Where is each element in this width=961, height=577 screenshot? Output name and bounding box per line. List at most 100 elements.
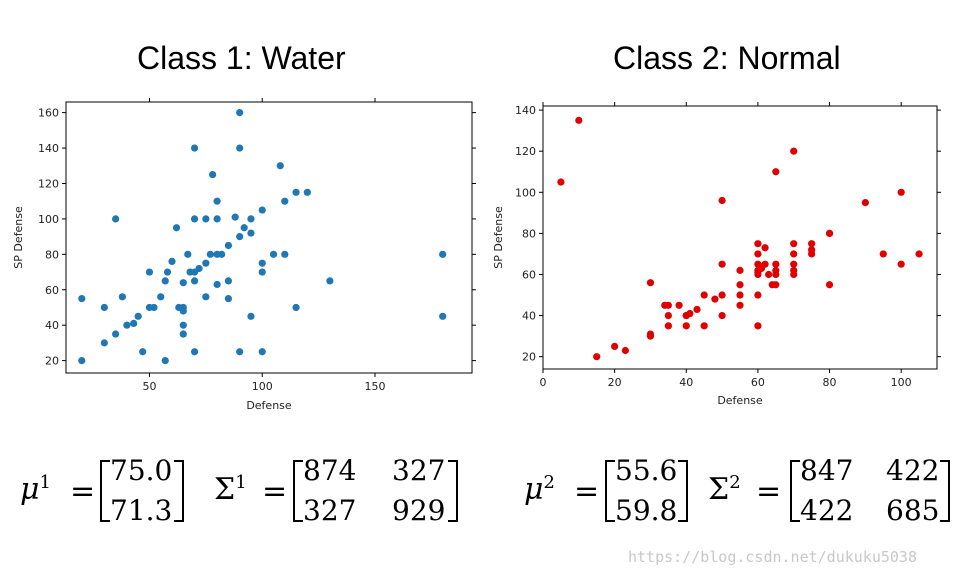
scatter-point (130, 319, 138, 328)
scatter-point (168, 257, 176, 266)
scatter-point (145, 268, 154, 276)
scatter-point (78, 295, 86, 303)
scatter-point (790, 250, 798, 258)
scatter-point (161, 277, 169, 285)
scatter-point (179, 279, 187, 287)
scatter-point (190, 144, 199, 152)
scatter-point (112, 330, 120, 338)
scatter-point (190, 348, 199, 356)
scatter-point (675, 301, 683, 309)
scatter-point (179, 321, 187, 329)
bracket-right (448, 460, 458, 522)
mu-symbol-2: μ2 (524, 472, 555, 507)
sigma-value: 327 (303, 494, 357, 527)
scatter-point (269, 250, 278, 258)
scatter-point (790, 270, 798, 279)
scatter-point (303, 188, 311, 196)
plot-frame (65, 101, 473, 374)
scatter-point (281, 250, 289, 258)
scatter-point (754, 250, 762, 258)
scatter-point (240, 224, 248, 232)
scatter-point (112, 215, 120, 223)
scatter-point (206, 250, 214, 258)
scatter-point (236, 348, 244, 356)
scatter-point (276, 162, 284, 170)
scatter-point (772, 266, 780, 274)
scatter-point (172, 224, 181, 232)
x-tick-label: 50 (142, 380, 156, 393)
scatter-point (247, 215, 255, 223)
scatter-point (161, 357, 169, 365)
mu-symbol-1: μ1 (20, 472, 51, 507)
x-tick-label: 100 (252, 380, 273, 393)
scatter-point (915, 250, 923, 258)
scatter-point (224, 295, 232, 303)
scatter-point (157, 293, 165, 301)
y-tick-label: 120 (515, 145, 536, 158)
scatter-point (134, 312, 142, 320)
sigma-value: 874 (303, 454, 357, 487)
scatter-point (179, 330, 187, 338)
scatter-point (693, 305, 701, 314)
sigma-value: 685 (886, 494, 940, 527)
scatter-point (258, 348, 266, 356)
scatter-point (593, 353, 601, 361)
mu-value: 55.6 (615, 454, 678, 487)
scatter-point (236, 233, 244, 241)
y-tick-label: 80 (522, 227, 536, 240)
equals-sign: = (756, 474, 782, 509)
scatter-point (736, 301, 744, 309)
scatter-point (150, 303, 158, 312)
sigma-symbol-2: Σ2 (708, 472, 741, 507)
bracket-right (174, 460, 184, 522)
scatter-point (718, 311, 726, 320)
scatter-point (292, 188, 300, 196)
scatter-point (100, 339, 108, 347)
x-tick-label: 100 (891, 376, 912, 389)
scatter-point (184, 250, 192, 258)
scatter-point (825, 281, 834, 289)
scatter-point (761, 244, 769, 252)
scatter-point (163, 268, 172, 276)
chart-panel-0: 50 100 150 20 40 60 80 100 120 140 160 Defense SP De… (12, 98, 476, 412)
scatter-point (686, 309, 694, 318)
scatter-point (808, 240, 816, 248)
scatter-point (736, 291, 744, 299)
x-tick-label: 0 (540, 376, 547, 389)
scatter-point (118, 293, 126, 301)
sigma-value: 422 (886, 454, 940, 487)
scatter-point (209, 171, 217, 179)
scatter-point (700, 322, 708, 330)
scatter-point (611, 342, 619, 350)
scatter-point (78, 357, 86, 365)
scatter-point (772, 260, 780, 268)
scatter-point (754, 322, 762, 330)
scatter-point (718, 260, 726, 268)
scatter-point (258, 259, 266, 267)
bracket-left (605, 460, 615, 522)
sigma-value: 847 (800, 454, 854, 487)
scatter-point (765, 270, 773, 279)
scatter-point (621, 346, 629, 355)
chart-title-water: Class 1: Water (137, 40, 346, 76)
y-tick-label: 140 (515, 104, 536, 117)
scatter-point (236, 144, 244, 152)
scatter-point (754, 240, 762, 248)
scatter-point (664, 311, 672, 320)
scatter-point (790, 240, 798, 248)
scatter-point (825, 229, 834, 237)
scatter-point (736, 266, 744, 274)
y-tick-label: 160 (38, 107, 59, 120)
mu-value: 71.3 (110, 494, 173, 527)
equals-sign: = (70, 474, 96, 509)
scatter-point (281, 197, 289, 205)
scatter-point (213, 197, 221, 205)
mu-value: 59.8 (615, 494, 678, 527)
scatter-point (439, 250, 447, 258)
y-tick-label: 120 (38, 177, 59, 190)
y-tick-label: 80 (45, 248, 59, 261)
scatter-point (897, 260, 905, 268)
